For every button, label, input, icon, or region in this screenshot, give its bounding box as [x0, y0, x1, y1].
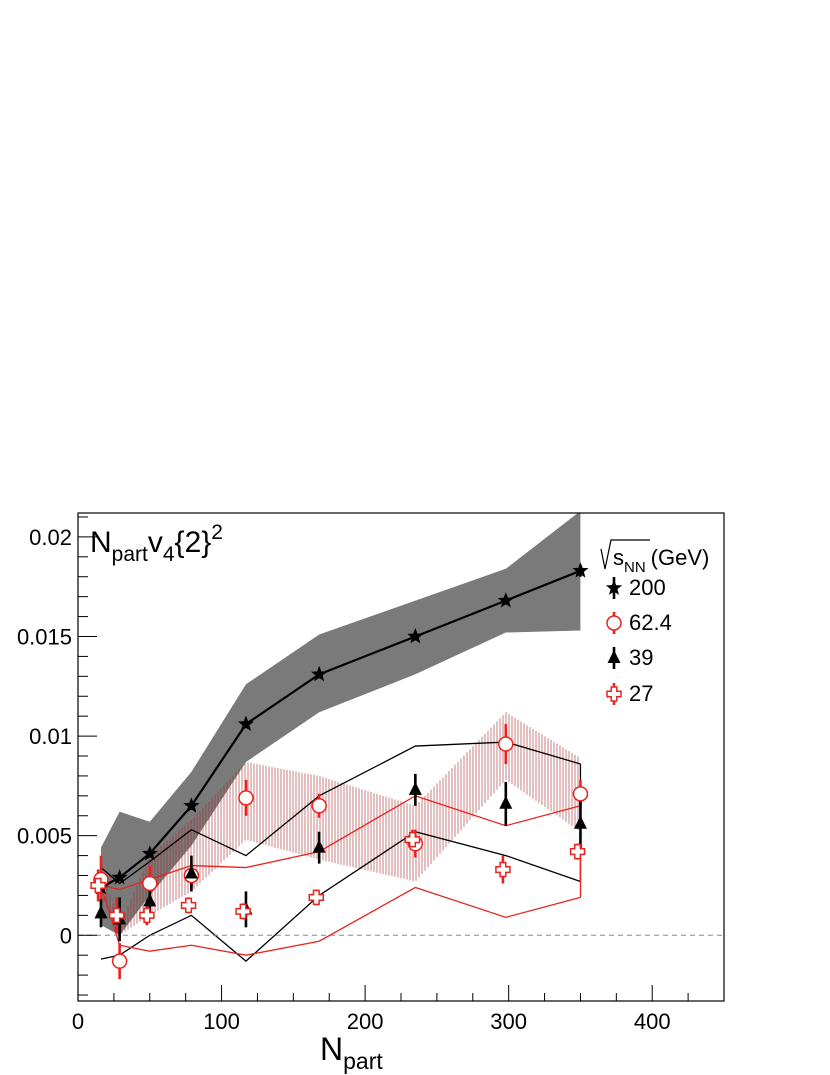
legend-marker-39 — [607, 650, 621, 663]
legend-label-200: 200 — [629, 575, 666, 600]
panel-label-braces: {2} — [175, 526, 212, 559]
legend-label-27: 27 — [629, 681, 653, 706]
data-point-62.4-4 — [238, 790, 254, 806]
legend-marker-62.4 — [606, 615, 622, 631]
plot-frame-group — [77, 512, 725, 1002]
legend-sqrt-sign — [600, 539, 650, 570]
sys-band-27-lower — [100, 885, 581, 956]
sys-band-27-upper — [100, 795, 581, 891]
data-point-39-8 — [573, 815, 587, 829]
x-tick-label-2: 200 — [347, 1009, 384, 1034]
data-point-200-4 — [237, 715, 254, 731]
data-point-200-7 — [497, 592, 514, 608]
x-tick-label-1: 100 — [203, 1009, 240, 1034]
data-point-27-8 — [569, 843, 586, 860]
x-tick-label-3: 300 — [490, 1009, 527, 1034]
data-point-39-5 — [312, 839, 326, 853]
data-point-27-2 — [139, 907, 155, 924]
data-point-27-3 — [180, 897, 197, 914]
data-point-200-5 — [311, 665, 328, 682]
sys-band-39-lower — [100, 830, 581, 963]
plot-frame — [77, 512, 725, 1002]
legend-label-62.4: 62.4 — [629, 610, 672, 635]
data-point-27-0 — [90, 877, 106, 894]
panel-label-sup: 2 — [211, 521, 223, 544]
y-tick-label-1: 0.005 — [17, 824, 72, 849]
legend-marker-200 — [605, 579, 623, 595]
x-axis-title-base: N — [320, 1031, 343, 1067]
legend-marker-27 — [606, 686, 622, 702]
systematic-bands — [100, 513, 582, 963]
legend-header: sNN (GeV) — [613, 545, 709, 576]
y-tick-label-0: 0 — [60, 923, 72, 948]
panel-label: Npartv4{2}2 — [90, 521, 223, 566]
data-point-62.4-8 — [572, 786, 589, 802]
x-axis-title-sub: part — [343, 1048, 383, 1074]
legend: sNN (GeV) 200 62.4 39 27 — [600, 539, 709, 706]
data-point-62.4-1 — [111, 953, 128, 969]
panel-label-main: v — [148, 526, 163, 559]
data-point-27-1 — [109, 907, 125, 924]
sys-band-39-upper — [100, 741, 581, 885]
panel-label-base-sub: part — [112, 543, 148, 566]
data-point-39-3 — [184, 865, 198, 879]
legend-label-39: 39 — [629, 645, 653, 670]
data-point-200-2 — [141, 845, 158, 861]
data-point-200-3 — [183, 797, 200, 813]
x-tick-label-0: 0 — [72, 1009, 84, 1034]
data-point-27-7 — [495, 861, 511, 878]
data-point-62.4-7 — [498, 736, 514, 752]
legend-header-unit: (GeV) — [651, 545, 710, 570]
legend-header-s: s — [613, 545, 624, 570]
y-tick-label-4: 0.02 — [29, 525, 72, 550]
data-markers — [90, 562, 589, 969]
data-point-27-6 — [404, 831, 421, 848]
axes: 0 100 200 300 400 0 0.005 0.01 0.015 0.02 — [17, 516, 725, 1034]
panel-label-base: N — [90, 526, 112, 559]
data-point-200-6 — [407, 628, 424, 644]
y-tick-label-3: 0.015 — [17, 624, 72, 649]
data-point-200-8 — [572, 562, 589, 578]
panel-label-main-sub: 4 — [163, 543, 175, 566]
legend-header-sub: NN — [624, 559, 646, 576]
data-point-27-5 — [308, 889, 325, 906]
data-point-39-6 — [408, 781, 422, 795]
x-axis-title: Npart — [320, 1031, 383, 1074]
y-tick-label-2: 0.01 — [29, 724, 72, 749]
data-point-39-2 — [143, 893, 157, 907]
data-point-39-7 — [499, 795, 513, 809]
data-point-62.4-5 — [311, 798, 327, 814]
data-point-27-4 — [235, 903, 251, 920]
x-tick-label-4: 400 — [634, 1009, 671, 1034]
data-point-39-0 — [94, 905, 108, 919]
data-point-200-1 — [111, 869, 128, 885]
data-point-62.4-2 — [142, 875, 158, 892]
